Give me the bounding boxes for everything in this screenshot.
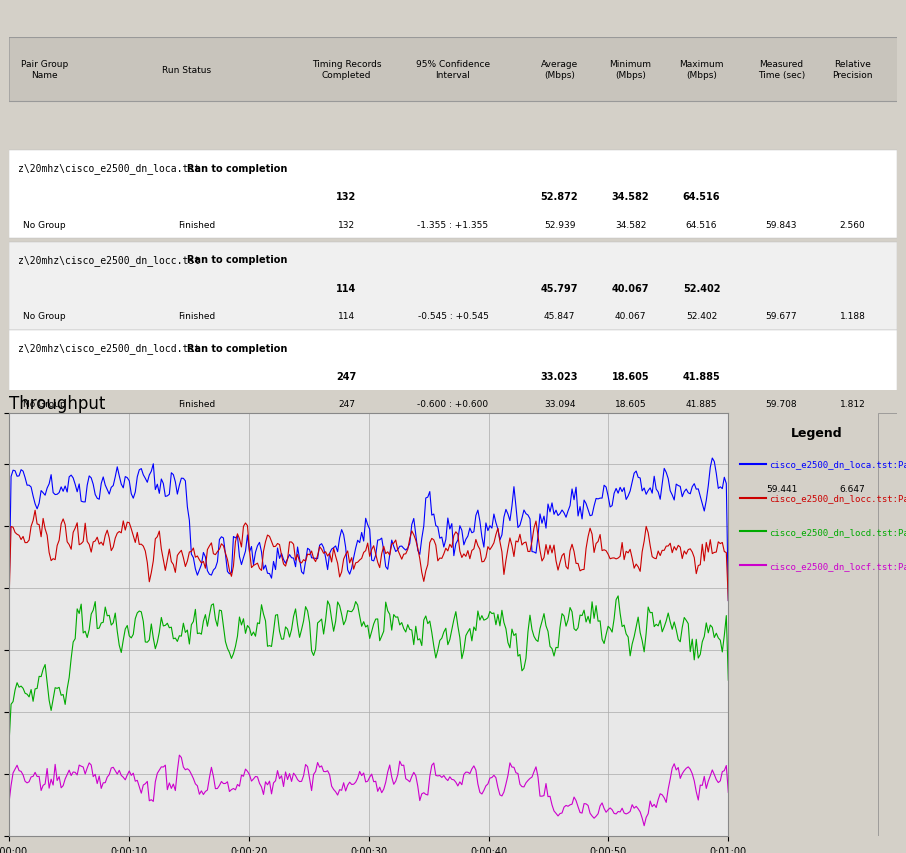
Text: z\20mhz\cisco_e2500_dn_locd.tst: z\20mhz\cisco_e2500_dn_locd.tst — [18, 343, 200, 353]
Text: 52.939: 52.939 — [544, 220, 575, 229]
Text: 34.582: 34.582 — [612, 192, 650, 202]
Text: cisco_e2500_dn_locc.tst:Pair: cisco_e2500_dn_locc.tst:Pair — [769, 494, 906, 502]
FancyBboxPatch shape — [9, 38, 897, 102]
Text: Ran to completion: Ran to completion — [187, 255, 287, 265]
Text: No Group: No Group — [24, 400, 66, 409]
Text: Finished: Finished — [178, 485, 215, 493]
Text: 59.677: 59.677 — [766, 312, 797, 321]
Text: 114: 114 — [336, 283, 357, 293]
Text: 40.067: 40.067 — [612, 283, 650, 293]
Text: 7.954: 7.954 — [546, 485, 573, 493]
Text: 41.885: 41.885 — [683, 371, 720, 381]
Text: z\20mhz\cisco_e2500_dn_locf.tst: z\20mhz\cisco_e2500_dn_locf.tst — [18, 427, 200, 438]
Text: 34.582: 34.582 — [615, 220, 646, 229]
Text: cisco_e2500_dn_loca.tst:Pair: cisco_e2500_dn_loca.tst:Pair — [769, 460, 906, 469]
Text: Ran to completion: Ran to completion — [187, 164, 287, 174]
Text: Throughput: Throughput — [9, 394, 105, 412]
Text: 33.094: 33.094 — [544, 400, 575, 409]
Text: 247: 247 — [336, 371, 357, 381]
Text: 33.023: 33.023 — [541, 371, 578, 381]
Text: Finished: Finished — [178, 312, 215, 321]
Text: -0.600 : +0.600: -0.600 : +0.600 — [418, 400, 488, 409]
Text: z\20mhz\cisco_e2500_dn_loca.tst: z\20mhz\cisco_e2500_dn_loca.tst — [18, 163, 200, 174]
Text: 64.516: 64.516 — [686, 220, 718, 229]
Text: 132: 132 — [336, 192, 357, 202]
Text: No Group: No Group — [24, 220, 66, 229]
Text: No Group: No Group — [24, 312, 66, 321]
FancyBboxPatch shape — [9, 242, 897, 330]
Text: 95% Confidence
Interval: 95% Confidence Interval — [416, 61, 490, 79]
Text: 45.797: 45.797 — [541, 283, 578, 293]
Text: 1.812: 1.812 — [840, 400, 865, 409]
Text: cisco_e2500_dn_locf.tst:Pair: cisco_e2500_dn_locf.tst:Pair — [769, 561, 906, 570]
Text: 64.516: 64.516 — [683, 192, 720, 202]
Text: Timing Records
Completed: Timing Records Completed — [312, 61, 381, 79]
Text: -1.355 : +1.355: -1.355 : +1.355 — [418, 220, 488, 229]
Text: 52.402: 52.402 — [686, 312, 718, 321]
Text: 197: 197 — [336, 456, 357, 466]
Text: Measured
Time (sec): Measured Time (sec) — [758, 61, 805, 79]
Text: 41.885: 41.885 — [686, 400, 718, 409]
Text: Maximum
(Mbps): Maximum (Mbps) — [680, 61, 724, 79]
Text: 52.872: 52.872 — [541, 192, 578, 202]
Text: Minimum
(Mbps): Minimum (Mbps) — [610, 61, 651, 79]
Text: Finished: Finished — [178, 220, 215, 229]
Text: 2.974: 2.974 — [615, 456, 646, 466]
FancyBboxPatch shape — [878, 414, 897, 836]
FancyBboxPatch shape — [9, 415, 897, 503]
Text: 2.560: 2.560 — [840, 220, 865, 229]
FancyBboxPatch shape — [9, 151, 897, 239]
Text: Average
(Mbps): Average (Mbps) — [541, 61, 578, 79]
Text: 14.907: 14.907 — [683, 456, 720, 466]
Text: 247: 247 — [338, 400, 355, 409]
Text: 18.605: 18.605 — [615, 400, 646, 409]
Text: 6.647: 6.647 — [840, 485, 865, 493]
Text: 45.847: 45.847 — [544, 312, 575, 321]
Text: 1.188: 1.188 — [840, 312, 865, 321]
Text: 14.907: 14.907 — [686, 485, 718, 493]
Text: 7.941: 7.941 — [545, 456, 575, 466]
Text: 197: 197 — [338, 485, 355, 493]
Text: -0.529 : +0.529: -0.529 : +0.529 — [418, 485, 488, 493]
Text: -0.545 : +0.545: -0.545 : +0.545 — [418, 312, 488, 321]
Text: 59.708: 59.708 — [766, 400, 797, 409]
Text: z\20mhz\cisco_e2500_dn_locc.tst: z\20mhz\cisco_e2500_dn_locc.tst — [18, 255, 200, 265]
Text: Relative
Precision: Relative Precision — [833, 61, 872, 79]
Text: Ran to completion: Ran to completion — [187, 427, 287, 438]
Text: 2.974: 2.974 — [618, 485, 643, 493]
Text: Pair Group
Name: Pair Group Name — [21, 61, 68, 79]
Text: cisco_e2500_dn_locd.tst:Pair: cisco_e2500_dn_locd.tst:Pair — [769, 527, 906, 537]
Text: No Group: No Group — [24, 485, 66, 493]
Text: 59.441: 59.441 — [766, 485, 797, 493]
Text: 40.067: 40.067 — [615, 312, 646, 321]
Text: Legend: Legend — [791, 426, 843, 439]
Text: Ran to completion: Ran to completion — [187, 343, 287, 353]
Text: 114: 114 — [338, 312, 355, 321]
Text: 52.402: 52.402 — [683, 283, 720, 293]
Text: Finished: Finished — [178, 400, 215, 409]
Text: 132: 132 — [338, 220, 355, 229]
Text: 18.605: 18.605 — [612, 371, 650, 381]
FancyBboxPatch shape — [9, 330, 897, 419]
Text: 59.843: 59.843 — [766, 220, 797, 229]
Text: Run Status: Run Status — [162, 66, 211, 74]
